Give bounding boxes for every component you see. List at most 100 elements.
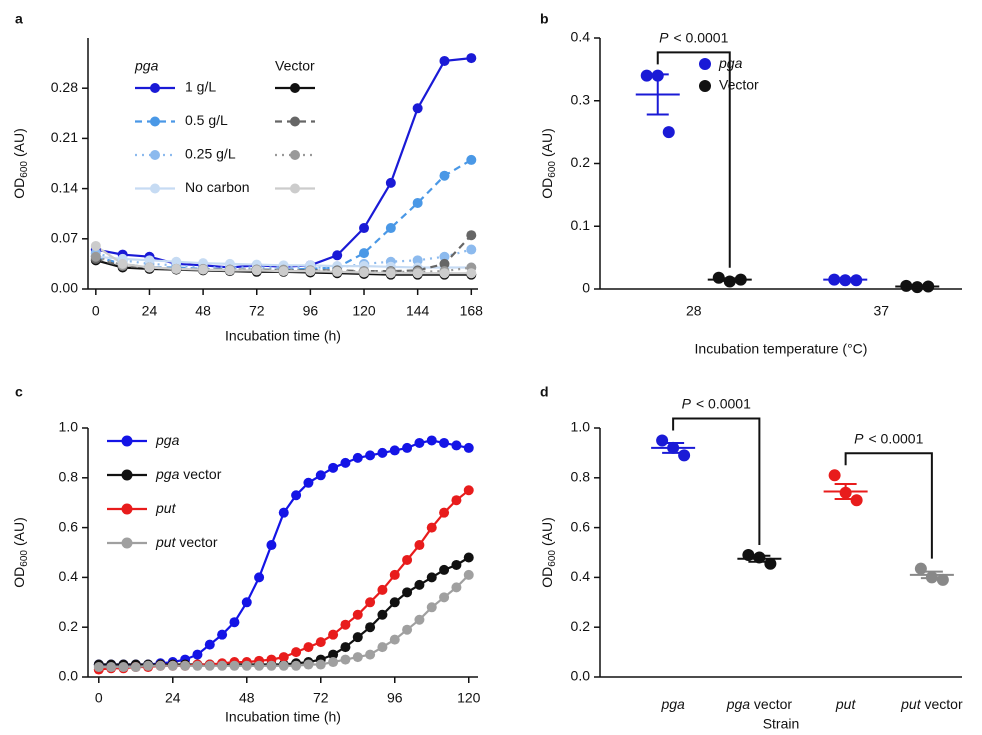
italic-word: put [155,534,177,550]
data-point [229,660,240,671]
data-point [340,642,351,653]
data-point [466,154,477,165]
data-point [402,442,413,453]
data-point [662,126,675,139]
y-label-main: OD [539,567,555,588]
data-point [143,660,154,671]
series-line [98,556,470,666]
x-tick-label: 37 [873,303,889,319]
p-symbol: P [854,430,864,446]
data-point [365,649,376,660]
data-point [414,437,425,448]
y-axis-label: OD600 (AU) [539,517,558,587]
legend-marker [290,116,300,127]
significance-label: P < 0.0001 [682,395,751,411]
data-point [328,462,339,473]
legend-marker [150,116,160,127]
data-point [936,573,949,586]
p-value: < 0.0001 [673,29,728,45]
data-point [291,660,302,671]
data-point [315,659,326,670]
y-label-unit: (AU) [539,517,555,546]
data-point [266,660,277,671]
italic-word: pga [155,466,180,482]
data-point [278,507,289,518]
data-point [93,662,104,673]
data-point [352,632,363,643]
legend-marker [121,469,133,481]
data-point [328,629,339,640]
y-tick-label: 0.2 [59,618,79,634]
legend-label: No carbon [185,179,250,195]
y-label-main: OD [11,567,27,588]
panel-label: b [540,11,549,27]
legend-label: 0.25 g/L [185,146,236,162]
x-tick-label: 168 [460,303,484,319]
data-point [426,602,437,613]
y-label-sub: 600 [19,550,30,567]
data-point [385,268,396,279]
x-tick-label: 120 [457,690,481,706]
data-point [251,265,262,276]
data-point [850,494,863,507]
y-tick-label: 0.8 [59,469,79,485]
legend-marker [150,150,160,160]
data-point [266,540,277,551]
data-point [414,614,425,625]
data-point [365,450,376,461]
legend-marker [121,503,133,515]
x-tick-label: 96 [387,690,403,706]
data-point [144,262,155,273]
x-axis-label: Strain [763,716,800,732]
data-point [204,639,215,650]
data-point [439,258,450,269]
data-point [414,540,425,551]
panel-label: d [540,384,549,400]
data-point [315,470,326,481]
y-label-sub: 600 [19,161,30,178]
data-point [198,264,209,275]
italic-word: put [155,500,177,516]
x-tick-label: put [835,696,857,712]
data-point [291,647,302,658]
data-point [130,662,141,673]
data-point [278,660,289,671]
data-point [466,53,477,64]
p-value: < 0.0001 [696,395,751,411]
data-point [828,469,841,482]
legend-label: 0.5 g/L [185,112,228,128]
data-point [278,266,289,277]
data-point [352,452,363,463]
x-axis-label: Incubation time (h) [225,328,341,344]
panel-label: a [15,11,23,27]
panel-label: c [15,384,23,400]
data-point [426,435,437,446]
data-point [439,592,450,603]
x-tick-label: 48 [195,303,211,319]
data-point [224,265,235,276]
legend-label: 1 g/L [185,79,216,95]
y-axis-label: OD600 (AU) [11,517,30,587]
data-point [451,559,462,570]
legend-marker [290,183,300,194]
data-point [764,557,777,570]
data-point [412,103,423,114]
data-point [402,624,413,635]
data-point [359,223,370,234]
legend-label: put vector [155,534,218,550]
significance-bracket [656,51,731,268]
data-point [466,268,477,279]
y-tick-label: 0.4 [59,568,79,584]
data-point [439,507,450,518]
y-tick-label: 1.0 [571,419,591,435]
data-point [439,251,450,262]
data-point [414,579,425,590]
y-tick-label: 0.14 [51,179,78,195]
x-tick-label: pga vector [726,696,793,712]
legend-marker [150,83,160,93]
data-point [192,649,203,660]
data-point [377,609,388,620]
y-tick-label: 0.0 [59,668,79,684]
